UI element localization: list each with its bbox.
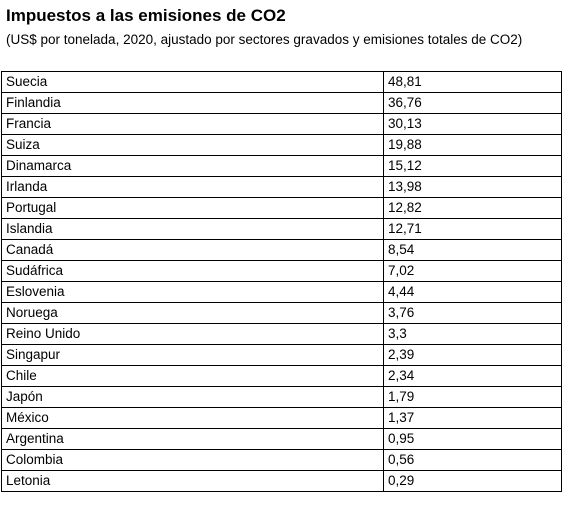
value-cell: 36,76 — [383, 92, 562, 114]
table-row: Francia 30,13 — [1, 113, 562, 135]
value-cell: 12,71 — [383, 218, 562, 240]
title: Impuestos a las emisiones de CO2 — [6, 6, 286, 25]
value-cell: 13,98 — [383, 176, 562, 198]
value-cell: 19,88 — [383, 134, 562, 156]
country-cell: Eslovenia — [1, 281, 384, 303]
country-cell: Suiza — [1, 134, 384, 156]
table-row: Suecia 48,81 — [1, 71, 562, 93]
country-cell: Japón — [1, 386, 384, 408]
table-row: México 1,37 — [1, 407, 562, 429]
country-cell: Islandia — [1, 218, 384, 240]
table-row: Japón 1,79 — [1, 386, 562, 408]
country-cell: Colombia — [1, 449, 384, 471]
country-cell: Canadá — [1, 239, 384, 261]
value-cell: 48,81 — [383, 71, 562, 93]
country-cell: Chile — [1, 365, 384, 387]
value-cell: 2,34 — [383, 365, 562, 387]
country-cell: Reino Unido — [1, 323, 384, 345]
table-row: Colombia 0,56 — [1, 449, 562, 471]
value-cell: 3,3 — [383, 323, 562, 345]
table-row: Reino Unido 3,3 — [1, 323, 562, 345]
table-row: Eslovenia 4,44 — [1, 281, 562, 303]
country-cell: Irlanda — [1, 176, 384, 198]
table-body: Suecia 48,81 Finlandia 36,76 Francia 30,13 Sui… — [1, 71, 562, 492]
country-cell: Dinamarca — [1, 155, 384, 177]
value-cell: 30,13 — [383, 113, 562, 135]
value-cell: 0,56 — [383, 449, 562, 471]
table-row: Suiza 19,88 — [1, 134, 562, 156]
value-cell: 1,79 — [383, 386, 562, 408]
table-row: Chile 2,34 — [1, 365, 562, 387]
country-cell: Letonia — [1, 470, 384, 492]
table-row: Irlanda 13,98 — [1, 176, 562, 198]
country-cell: Portugal — [1, 197, 384, 219]
table-row: Portugal 12,82 — [1, 197, 562, 219]
table-row: Canadá 8,54 — [1, 239, 562, 261]
country-cell: Noruega — [1, 302, 384, 324]
value-cell: 3,76 — [383, 302, 562, 324]
country-cell: Argentina — [1, 428, 384, 450]
table-row: Noruega 3,76 — [1, 302, 562, 324]
country-cell: Singapur — [1, 344, 384, 366]
country-cell: Francia — [1, 113, 384, 135]
value-cell: 0,29 — [383, 470, 562, 492]
subtitle: (US$ por tonelada, 2020, ajustado por se… — [6, 32, 523, 47]
country-cell: Suecia — [1, 71, 384, 93]
value-cell: 12,82 — [383, 197, 562, 219]
table-row: Finlandia 36,76 — [1, 92, 562, 114]
country-cell: Finlandia — [1, 92, 384, 114]
data-table: Suecia 48,81 Finlandia 36,76 Francia 30,13 Sui… — [1, 71, 562, 492]
table-row: Argentina 0,95 — [1, 428, 562, 450]
country-cell: Sudáfrica — [1, 260, 384, 282]
table-row: Letonia 0,29 — [1, 470, 562, 492]
value-cell: 15,12 — [383, 155, 562, 177]
country-cell: México — [1, 407, 384, 429]
value-cell: 0,95 — [383, 428, 562, 450]
table-row: Sudáfrica 7,02 — [1, 260, 562, 282]
value-cell: 7,02 — [383, 260, 562, 282]
value-cell: 4,44 — [383, 281, 562, 303]
table-row: Islandia 12,71 — [1, 218, 562, 240]
value-cell: 1,37 — [383, 407, 562, 429]
table-row: Dinamarca 15,12 — [1, 155, 562, 177]
value-cell: 8,54 — [383, 239, 562, 261]
table-row: Singapur 2,39 — [1, 344, 562, 366]
value-cell: 2,39 — [383, 344, 562, 366]
